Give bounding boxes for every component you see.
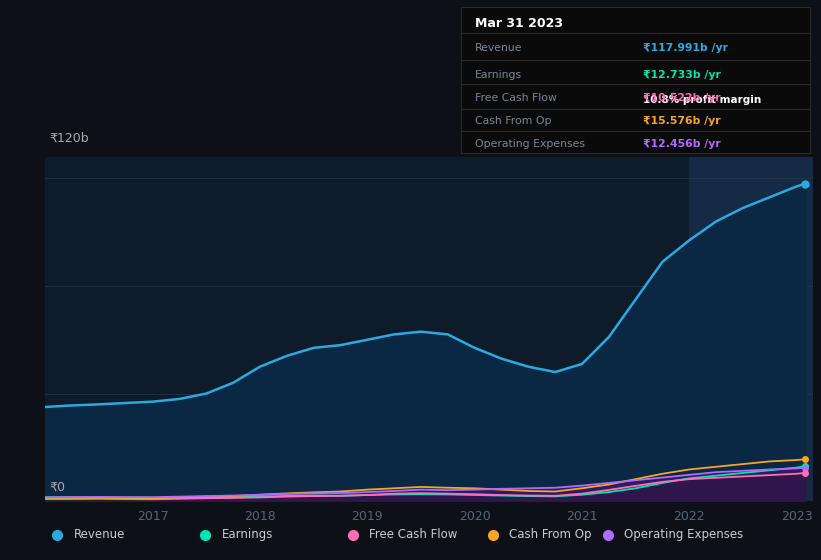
Text: ₹120b: ₹120b [49, 132, 89, 144]
Text: Earnings: Earnings [475, 70, 522, 80]
Text: Operating Expenses: Operating Expenses [475, 139, 585, 149]
Text: Cash From Op: Cash From Op [509, 528, 591, 542]
Text: Revenue: Revenue [74, 528, 126, 542]
Bar [690, 157, 813, 501]
Text: Free Cash Flow: Free Cash Flow [475, 94, 557, 104]
Text: ₹12.733b /yr: ₹12.733b /yr [643, 70, 721, 80]
Text: Operating Expenses: Operating Expenses [624, 528, 743, 542]
Text: Earnings: Earnings [222, 528, 273, 542]
Text: Mar 31 2023: Mar 31 2023 [475, 17, 563, 30]
Text: Free Cash Flow: Free Cash Flow [369, 528, 458, 542]
Text: 10.8% profit margin: 10.8% profit margin [643, 95, 761, 105]
Text: ₹0: ₹0 [49, 481, 65, 494]
Text: ₹10.522b /yr: ₹10.522b /yr [643, 94, 721, 104]
Text: Revenue: Revenue [475, 43, 523, 53]
Text: ₹12.456b /yr: ₹12.456b /yr [643, 139, 721, 149]
Text: ₹117.991b /yr: ₹117.991b /yr [643, 43, 728, 53]
Text: Cash From Op: Cash From Op [475, 116, 552, 126]
Text: ₹15.576b /yr: ₹15.576b /yr [643, 116, 721, 126]
